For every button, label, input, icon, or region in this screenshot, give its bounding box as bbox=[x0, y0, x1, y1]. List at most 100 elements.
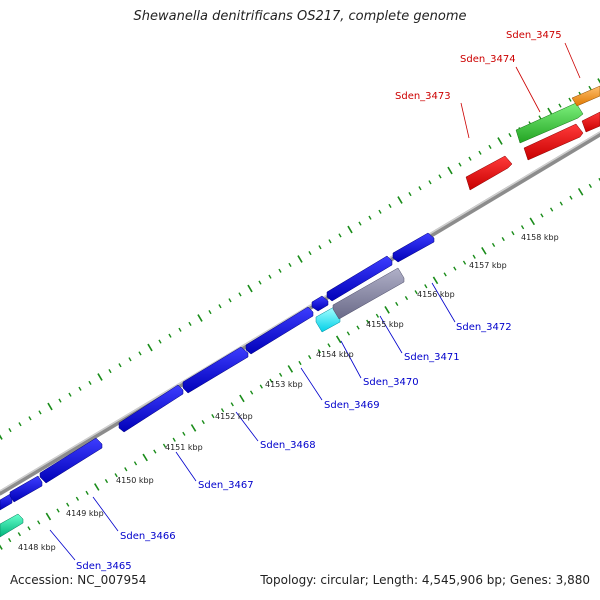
tick-mark bbox=[104, 478, 109, 484]
tick-mark bbox=[218, 304, 222, 309]
gene-label[interactable]: Sden_3470 bbox=[363, 377, 419, 388]
kbp-label: 4154 kbp bbox=[316, 350, 354, 359]
tick-mark bbox=[58, 398, 62, 403]
reverse-gene-labels: Sden_3465 Sden_3466 Sden_3467 Sden_3468 … bbox=[76, 322, 512, 572]
tick-mark bbox=[478, 150, 482, 155]
tick-mark bbox=[278, 268, 282, 273]
tick-mark bbox=[378, 209, 382, 214]
gene-label[interactable]: Sden_3472 bbox=[456, 322, 512, 333]
tick-mark bbox=[172, 437, 176, 442]
gene-arrow[interactable] bbox=[0, 513, 24, 538]
gene-label[interactable]: Sden_3471 bbox=[404, 352, 460, 363]
tick-mark bbox=[447, 166, 453, 175]
gene-label[interactable]: Sden_3473 bbox=[395, 91, 451, 102]
tick-mark bbox=[124, 467, 128, 472]
tick-mark bbox=[238, 292, 242, 297]
kbp-label: 4155 kbp bbox=[366, 320, 404, 329]
tick-mark bbox=[472, 254, 476, 259]
gene-arrow[interactable] bbox=[9, 475, 43, 503]
gene-arrow[interactable] bbox=[311, 295, 329, 312]
label-leader-lines bbox=[49, 42, 581, 561]
gene-label[interactable]: Sden_3468 bbox=[260, 440, 316, 451]
tick-mark bbox=[501, 236, 505, 242]
tick-mark bbox=[428, 180, 432, 185]
tick-mark bbox=[424, 284, 428, 289]
gene-label[interactable]: Sden_3469 bbox=[324, 400, 380, 411]
tick-mark bbox=[558, 103, 562, 108]
gene-arrow[interactable] bbox=[326, 255, 393, 302]
tick-mark bbox=[335, 335, 342, 344]
tick-mark bbox=[37, 520, 41, 525]
tick-mark bbox=[147, 343, 153, 352]
tick-mark bbox=[118, 363, 122, 368]
tick-mark bbox=[45, 512, 52, 521]
kbp-label: 4151 kbp bbox=[165, 443, 203, 452]
tick-mark bbox=[597, 78, 600, 84]
gene-arrow[interactable] bbox=[0, 492, 13, 511]
tick-mark bbox=[397, 196, 403, 204]
tick-mark bbox=[384, 306, 390, 314]
tick-mark bbox=[327, 343, 331, 348]
tick-mark bbox=[462, 260, 467, 265]
tick-mark bbox=[588, 85, 592, 90]
tick-mark bbox=[66, 502, 70, 507]
gene-arrow[interactable] bbox=[581, 111, 600, 133]
gene-label[interactable]: Sden_3475 bbox=[506, 30, 562, 41]
reverse-strand-genes bbox=[0, 232, 435, 538]
tick-mark bbox=[178, 327, 182, 332]
gene-arrow[interactable] bbox=[182, 346, 249, 394]
tick-mark bbox=[491, 242, 496, 248]
kbp-label: 4148 kbp bbox=[18, 543, 56, 552]
tick-mark bbox=[408, 192, 412, 197]
kbp-label: 4152 kbp bbox=[215, 412, 253, 421]
kbp-labels: 4148 kbp 4149 kbp 4150 kbp 4151 kbp 4152… bbox=[18, 233, 559, 552]
tick-mark bbox=[17, 532, 21, 537]
tick-mark bbox=[338, 233, 342, 238]
gene-arrow[interactable] bbox=[392, 232, 435, 263]
gene-arrow[interactable] bbox=[571, 85, 600, 107]
tick-mark bbox=[297, 255, 303, 263]
gene-label[interactable]: Sden_3465 bbox=[76, 561, 132, 572]
tick-mark bbox=[298, 360, 302, 366]
tick-mark bbox=[481, 247, 487, 255]
tick-mark bbox=[75, 496, 80, 501]
tick-mark bbox=[247, 284, 253, 293]
forward-strand-genes bbox=[465, 85, 600, 191]
tick-mark bbox=[547, 107, 553, 116]
tick-mark bbox=[346, 331, 351, 336]
tick-mark bbox=[458, 162, 462, 167]
gene-arrow[interactable] bbox=[39, 437, 103, 484]
tick-mark bbox=[27, 526, 31, 531]
tick-mark bbox=[8, 428, 12, 433]
gene-label[interactable]: Sden_3474 bbox=[460, 54, 516, 65]
gene-arrow[interactable] bbox=[515, 102, 584, 144]
tick-mark bbox=[318, 245, 322, 250]
gene-label[interactable]: Sden_3466 bbox=[120, 531, 176, 542]
tick-mark bbox=[375, 313, 380, 318]
gene-arrow[interactable] bbox=[465, 155, 513, 191]
tick-mark bbox=[328, 239, 332, 244]
tick-mark bbox=[308, 251, 312, 256]
kbp-label: 4156 kbp bbox=[417, 290, 455, 299]
tick-mark bbox=[308, 355, 312, 360]
tick-mark bbox=[230, 402, 234, 407]
accession-text: Accession: NC_007954 bbox=[10, 573, 147, 587]
tick-mark bbox=[190, 424, 197, 432]
gene-arrow[interactable] bbox=[118, 384, 184, 433]
tick-mark bbox=[56, 508, 60, 513]
tick-mark bbox=[142, 453, 148, 462]
tick-mark bbox=[0, 544, 3, 550]
tick-mark bbox=[249, 390, 254, 395]
tick-mark bbox=[438, 174, 442, 179]
tick-mark bbox=[577, 187, 584, 196]
tick-mark bbox=[366, 319, 370, 324]
tick-mark bbox=[538, 115, 542, 120]
tick-mark bbox=[598, 177, 600, 182]
gene-label[interactable]: Sden_3467 bbox=[198, 480, 254, 491]
gene-arrow[interactable] bbox=[523, 123, 584, 161]
gene-arrow[interactable] bbox=[245, 306, 314, 355]
tick-mark bbox=[317, 349, 321, 354]
gene-arrow[interactable] bbox=[332, 267, 405, 320]
tick-mark bbox=[358, 221, 362, 226]
